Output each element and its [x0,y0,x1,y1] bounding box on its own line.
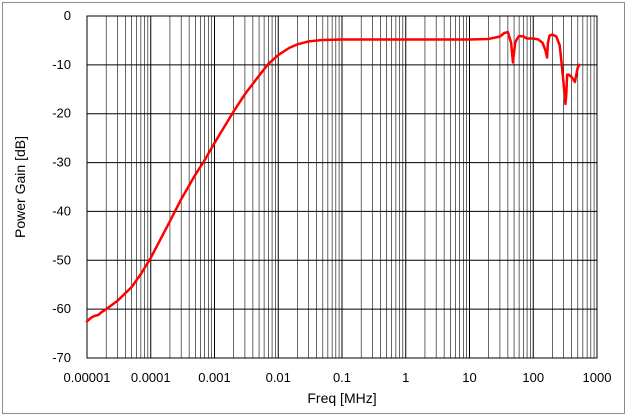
x-tick-label: 0.001 [198,370,231,385]
power-gain-series-line [85,30,581,323]
x-tick-label: 0.0001 [131,370,171,385]
y-tick-label: -70 [52,350,71,365]
x-tick-label: 1 [402,370,409,385]
x-tick-label: 100 [522,370,544,385]
x-tick-label: 0.00001 [64,370,111,385]
y-axis-title: Power Gain [dB] [12,136,28,238]
series-layer [85,30,581,323]
y-tick-label: -30 [52,155,71,170]
plot-border [86,15,598,359]
x-tick-label: 10 [462,370,476,385]
y-tick-label: 0 [64,8,71,23]
x-axis-title: Freq [MHz] [307,390,376,406]
x-tick-label: 1000 [583,370,612,385]
chart-frame: 0.00001 0.0001 0.001 0.01 0.1 1 10 100 1000 0 -10… [2,2,625,414]
y-tick-labels: 0 -10 -20 -30 -40 -50 -60 -70 [52,8,71,365]
x-tick-label: 0.01 [266,370,291,385]
x-tick-label: 0.1 [333,370,351,385]
y-tick-label: -40 [52,203,71,218]
power-gain-chart: 0.00001 0.0001 0.001 0.01 0.1 1 10 100 1000 0 -10… [12,8,612,406]
y-tick-label: -60 [52,301,71,316]
y-tick-label: -20 [52,106,71,121]
x-tick-labels: 0.00001 0.0001 0.001 0.01 0.1 1 10 100 1000 [64,370,612,385]
y-tick-label: -50 [52,252,71,267]
y-tick-label: -10 [52,57,71,72]
